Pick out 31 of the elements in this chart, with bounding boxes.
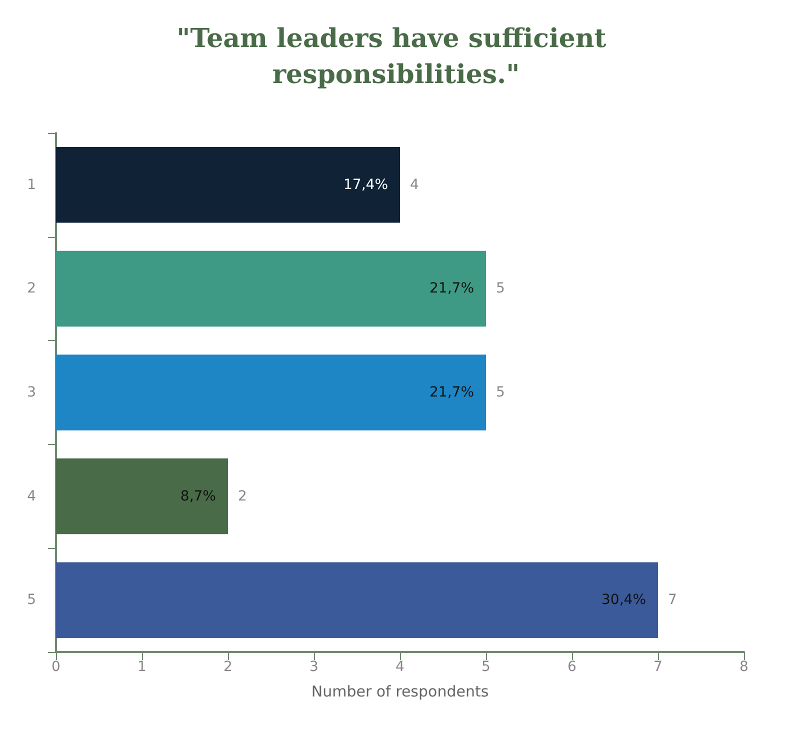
bar [56, 147, 400, 223]
chart-title: "Team leaders have sufficient responsibilities." [176, 24, 616, 90]
annotation: 21,7% [430, 280, 474, 297]
annotation: 8,7% [180, 488, 216, 504]
bar [56, 250, 486, 327]
x-tick-label: 7 [654, 659, 662, 675]
bar [56, 354, 486, 430]
y-tick-label: 3 [27, 384, 36, 400]
x-tick-label: 1 [138, 659, 146, 675]
y-tick-label: 4 [27, 488, 36, 504]
annotation: 30,4% [602, 592, 646, 608]
x-tick-label: 8 [740, 659, 748, 675]
x-tick-label: 6 [568, 659, 577, 675]
data-label: 2 [238, 488, 247, 504]
x-tick-label: 3 [310, 659, 318, 675]
x-axis-title: Number of respondents [311, 682, 489, 700]
annotation: 21,7% [430, 384, 474, 400]
y-tick-label: 1 [27, 176, 36, 193]
bar [56, 458, 228, 534]
bar [56, 562, 658, 638]
data-label: 5 [496, 280, 505, 297]
data-label: 4 [410, 176, 419, 193]
y-tick-label: 2 [27, 280, 36, 297]
x-tick-label: 4 [396, 659, 405, 675]
x-tick-label: 5 [482, 659, 490, 675]
data-label: 7 [668, 592, 677, 608]
y-tick-label: 5 [27, 592, 36, 608]
data-label: 5 [496, 384, 505, 400]
x-tick-label: 0 [52, 659, 60, 675]
x-tick-label: 2 [224, 659, 232, 675]
annotation: 17,4% [344, 176, 388, 193]
